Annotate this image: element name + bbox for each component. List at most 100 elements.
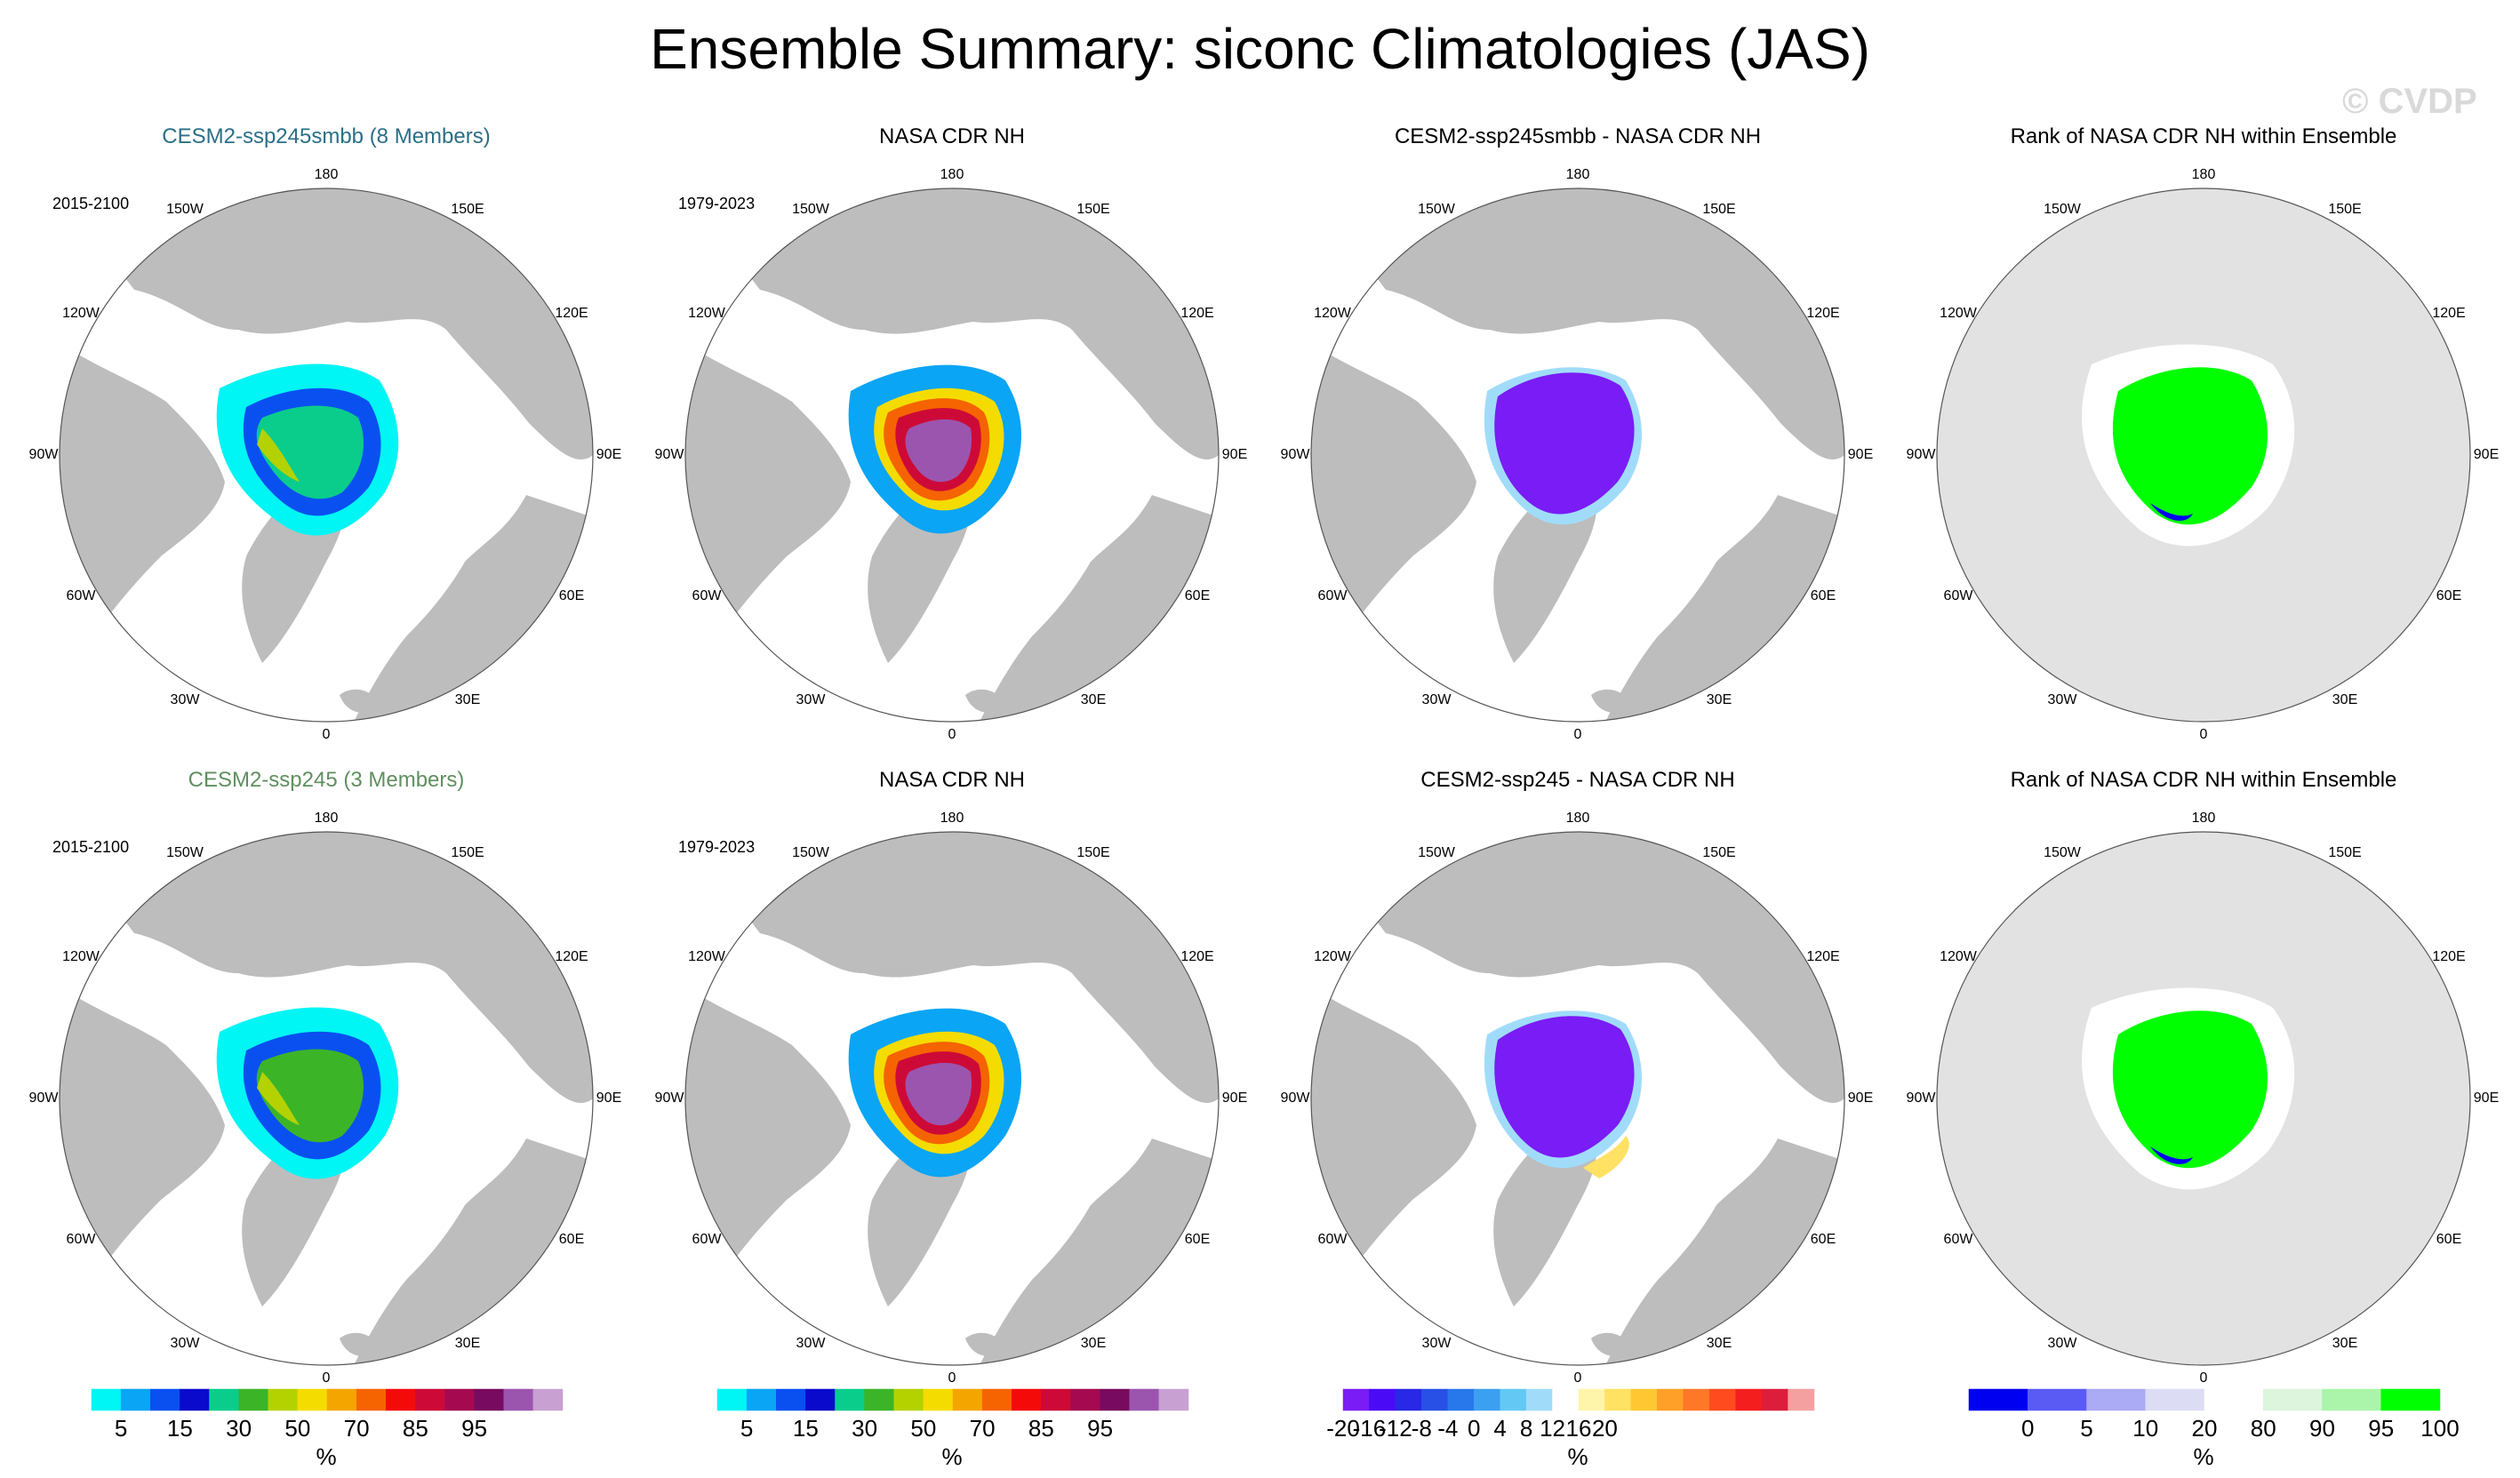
colorbar-tick-label: -16	[1352, 1415, 1387, 1442]
colorbar-swatch	[2086, 1388, 2146, 1411]
colorbar-swatch	[474, 1388, 504, 1411]
longitude-label: 30E	[2332, 692, 2358, 707]
longitude-label: 180	[1565, 167, 1590, 182]
colorbar-tick-label: 0	[2021, 1415, 2035, 1442]
panel-title: NASA CDR NH	[878, 768, 1026, 792]
longitude-label: 60E	[558, 1232, 585, 1247]
longitude-label: 30W	[2047, 692, 2077, 707]
colorbar-tick-label: 30	[226, 1415, 252, 1442]
colorbar-unit-label: %	[1567, 1443, 1588, 1470]
colorbar-swatch	[356, 1388, 387, 1411]
colorbar-swatch	[1552, 1388, 1580, 1411]
colorbar-swatch	[716, 1388, 748, 1411]
longitude-label: 30E	[1706, 1336, 1732, 1351]
colorbar-swatch	[180, 1388, 210, 1411]
colorbar-swatch	[1129, 1388, 1160, 1411]
polar-map-model	[59, 831, 594, 1366]
longitude-label: 90E	[2473, 1091, 2500, 1106]
land-mass	[1591, 1332, 1631, 1356]
longitude-label: 150W	[166, 202, 204, 217]
map-boundary	[1936, 831, 2471, 1366]
colorbar-swatch	[1500, 1388, 1527, 1411]
colorbar-swatch	[2145, 1388, 2205, 1411]
colorbar-swatch	[386, 1388, 416, 1411]
colorbar-tick-label: 80	[2250, 1415, 2276, 1442]
polar-map-obs	[684, 831, 1220, 1366]
longitude-label: 60E	[1184, 588, 1211, 603]
longitude-label: 30W	[796, 1336, 826, 1351]
sea-ice-field	[256, 405, 364, 499]
longitude-label: 150E	[1076, 845, 1110, 860]
colorbar-swatch	[746, 1388, 777, 1411]
period-label: 2015-2100	[52, 838, 130, 856]
longitude-label: 180	[314, 167, 339, 182]
longitude-label: 150W	[792, 845, 829, 860]
colorbar-swatch	[952, 1388, 983, 1411]
longitude-label: 60W	[66, 1232, 96, 1247]
colorbar-swatch	[1070, 1388, 1100, 1411]
polar-map-rank	[1936, 188, 2471, 723]
longitude-label: 0	[322, 1370, 331, 1386]
colorbar-swatch	[1342, 1388, 1370, 1411]
map-boundary	[59, 188, 594, 723]
longitude-label: 150E	[451, 202, 484, 217]
colorbar-tick-label: 10	[2132, 1415, 2159, 1442]
colorbar-unit-label: %	[941, 1443, 963, 1470]
sea-ice-field	[2150, 503, 2193, 521]
polar-map-diff	[1310, 831, 1845, 1366]
polar-map-diff	[1310, 188, 1845, 723]
colorbar-swatch	[1369, 1388, 1396, 1411]
longitude-label: 120W	[688, 949, 725, 964]
panel-title: CESM2-ssp245 (3 Members)	[188, 768, 465, 792]
longitude-label: 60W	[1317, 1232, 1348, 1247]
colorbar-swatch	[1683, 1388, 1710, 1411]
longitude-label: 90W	[654, 447, 684, 462]
period-label: 2015-2100	[52, 195, 130, 212]
longitude-label: 150E	[2328, 202, 2362, 217]
colorbar-swatch	[1761, 1388, 1788, 1411]
sea-ice-field	[2150, 1146, 2193, 1164]
land-mass	[685, 832, 1219, 1103]
colorbar-swatch	[981, 1388, 1012, 1411]
colorbar-swatch	[503, 1388, 534, 1411]
longitude-label: 90W	[1906, 1091, 1936, 1106]
colorbar-unit-label: %	[2193, 1443, 2214, 1470]
longitude-label: 30E	[1080, 692, 1107, 707]
sea-ice-field	[256, 1049, 364, 1143]
longitude-label: 60E	[558, 588, 585, 603]
longitude-label: 0	[1573, 727, 1582, 742]
colorbar-tick-label: 12	[1540, 1415, 1566, 1442]
colorbar-tick-label: -4	[1437, 1415, 1459, 1442]
longitude-label: 180	[940, 167, 964, 182]
colorbar-tick-label: 95	[1087, 1415, 1114, 1442]
colorbar-swatch	[1604, 1388, 1632, 1411]
colorbar-tick-label: 95	[2368, 1415, 2395, 1442]
colorbar-tick-label: 4	[1493, 1415, 1507, 1442]
panel-title: CESM2-ssp245 - NASA CDR NH	[1420, 768, 1735, 792]
colorbar-swatch	[776, 1388, 806, 1411]
sea-ice-field	[905, 1062, 972, 1126]
longitude-label: 0	[322, 727, 331, 742]
longitude-label: 30E	[1706, 692, 1732, 707]
colorbar-swatch	[209, 1388, 239, 1411]
colorbar-swatch	[1788, 1388, 1815, 1411]
colorbar-tick-label: 5	[114, 1415, 128, 1442]
longitude-label: 90E	[2473, 447, 2500, 462]
colorbar-swatch	[444, 1388, 475, 1411]
colorbar-swatch	[835, 1388, 865, 1411]
longitude-label: 90E	[1221, 447, 1248, 462]
longitude-label: 120E	[555, 306, 588, 321]
sea-ice-field	[1494, 1016, 1635, 1158]
polar-map-model	[59, 188, 594, 723]
map-boundary	[59, 831, 594, 1366]
longitude-label: 90E	[1847, 447, 1874, 462]
period-label: 1979-2023	[678, 195, 756, 212]
longitude-label: 60W	[1943, 1232, 1973, 1247]
longitude-label: 30W	[1421, 692, 1452, 707]
longitude-label: 60W	[1317, 588, 1348, 603]
colorbar-tick-label: -20	[1326, 1415, 1360, 1442]
colorbar-swatch	[805, 1388, 836, 1411]
longitude-label: 150W	[1418, 845, 1455, 860]
colorbar-swatch	[1968, 1388, 2028, 1411]
longitude-label: 150E	[2328, 845, 2362, 860]
